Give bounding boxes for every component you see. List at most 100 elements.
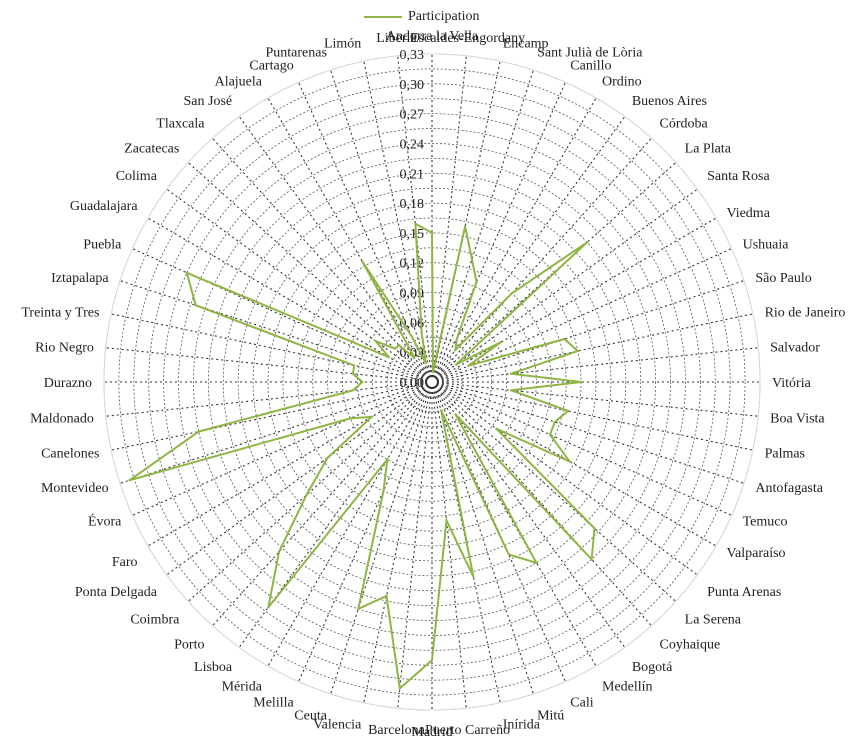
category-label: Cali (570, 696, 593, 711)
tick-label: 0,15 (400, 227, 425, 242)
category-label: Barcelona (368, 723, 426, 738)
data-point (563, 337, 566, 341)
data-point (475, 281, 478, 284)
category-label: Colima (116, 169, 158, 184)
data-point (387, 356, 391, 359)
grid-spoke (431, 381, 597, 667)
data-point (499, 341, 502, 344)
legend-swatch-participation (364, 16, 402, 18)
data-point (410, 335, 413, 338)
data-point (414, 222, 417, 225)
data-point (361, 260, 364, 263)
data-point (579, 380, 583, 384)
category-label: San José (184, 94, 233, 109)
data-point (553, 420, 556, 424)
category-label: Mérida (222, 679, 263, 694)
grid-outer-ring (103, 53, 761, 711)
series-line-participation (128, 222, 596, 691)
data-point (455, 363, 458, 366)
grid-ring (237, 187, 627, 577)
category-label: Tlaxcala (156, 116, 205, 131)
data-point (509, 389, 513, 392)
tick-label: 0,00 (400, 376, 425, 391)
data-point (454, 348, 457, 351)
data-point (349, 417, 352, 420)
data-point (576, 349, 579, 353)
data-point (431, 371, 435, 374)
data-point (470, 258, 474, 261)
category-label: Salvador (770, 340, 820, 355)
legend-label-participation: Participation (408, 9, 480, 24)
category-label: Santa Rosa (707, 169, 770, 184)
data-point (455, 337, 458, 341)
data-point (420, 332, 423, 335)
grid-spoke (397, 55, 433, 383)
data-point (305, 493, 308, 497)
category-label: Puebla (83, 238, 122, 253)
grid-ring (178, 128, 686, 636)
grid-ring (267, 217, 597, 547)
category-label: Punta Arenas (707, 585, 781, 600)
category-label-layer: Andorra la VellaEscaldes-EngordanyEncamp… (21, 29, 845, 740)
category-label: La Serena (685, 613, 742, 628)
category-label: Treinta y Tres (21, 305, 99, 320)
category-label: Ushuaia (743, 238, 790, 253)
grid-ring (222, 172, 642, 592)
category-label: Buenos Aires (632, 94, 707, 109)
data-point (430, 659, 434, 662)
data-point (510, 292, 513, 295)
category-label: Viedma (726, 206, 770, 221)
data-point (440, 409, 443, 412)
data-point (495, 427, 498, 430)
data-point (353, 364, 356, 367)
data-point (351, 372, 355, 375)
category-label: Puerto Carreño (425, 723, 510, 738)
category-label: Lisboa (194, 660, 233, 675)
data-point (454, 413, 457, 416)
category-label: Coimbra (130, 613, 180, 628)
category-label: Faro (112, 555, 138, 570)
grid-ring (163, 113, 701, 651)
category-label: Valparaíso (726, 546, 785, 561)
category-label: Medellín (602, 679, 653, 694)
tick-label: 0,21 (400, 167, 425, 182)
data-point (393, 347, 397, 350)
grid-ring (327, 277, 537, 487)
data-point (593, 527, 596, 530)
category-label: Guadalajara (70, 199, 138, 214)
grid-ring (386, 336, 478, 428)
category-label: Maldonado (30, 412, 94, 427)
series-layer (128, 222, 596, 691)
grid-spoke (132, 381, 433, 516)
grid-spoke (119, 381, 433, 484)
category-label: Madrid (411, 725, 452, 740)
data-point (424, 361, 427, 365)
grid-spoke (431, 381, 698, 576)
category-label: Boa Vista (770, 412, 825, 427)
category-label: Bogotá (632, 660, 673, 675)
data-point (386, 458, 389, 461)
data-point (467, 364, 470, 367)
category-label: Temuco (743, 514, 788, 529)
tick-label: 0,09 (400, 287, 425, 302)
category-label: Valencia (313, 718, 362, 733)
data-point (463, 225, 467, 228)
category-label: Ponta Delgada (75, 585, 158, 600)
category-label: Coyhaique (660, 638, 721, 653)
category-label: Melilla (253, 696, 294, 711)
category-label: Porto (174, 638, 204, 653)
grid-ring (207, 157, 657, 607)
data-point (351, 389, 355, 392)
category-label: Montevideo (41, 481, 109, 496)
grid-spoke (397, 381, 433, 709)
tick-label: 0,24 (400, 137, 425, 152)
data-point (197, 430, 200, 433)
grid-ring (252, 202, 612, 562)
grid-spoke (431, 381, 745, 484)
data-point (398, 687, 401, 690)
grid-spoke (187, 381, 433, 602)
category-label: La Plata (685, 141, 732, 156)
data-point (445, 519, 448, 522)
category-label: Encamp (503, 36, 549, 51)
tick-label: 0,30 (400, 78, 425, 93)
